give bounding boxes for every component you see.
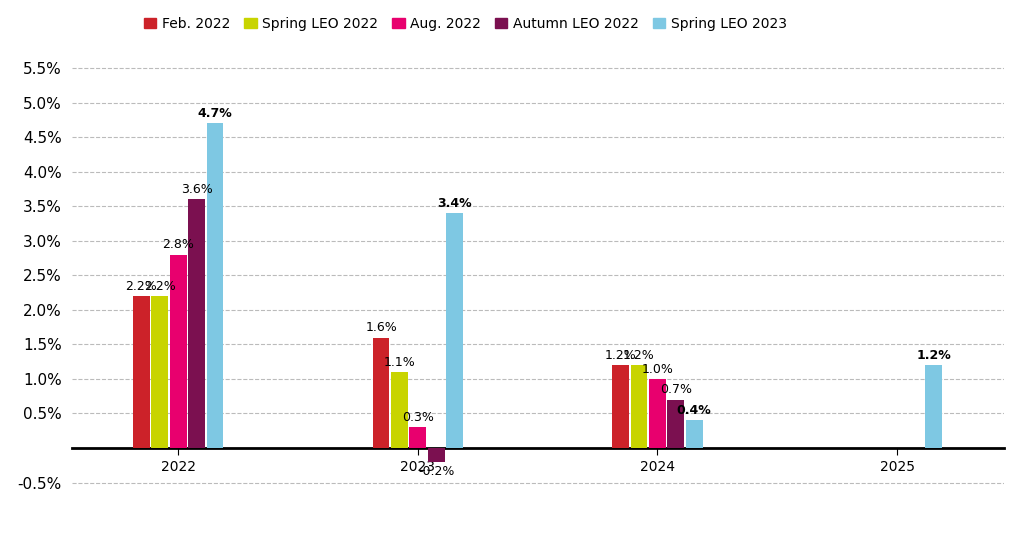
Bar (631, 365, 647, 448)
Bar (188, 199, 205, 448)
Text: 1.0%: 1.0% (641, 362, 674, 375)
Text: 3.4%: 3.4% (437, 197, 472, 210)
Bar (391, 372, 408, 448)
Bar (410, 427, 426, 448)
Text: 3.6%: 3.6% (180, 183, 212, 196)
Bar (446, 213, 463, 448)
Text: 0.3%: 0.3% (401, 411, 434, 424)
Text: 1.2%: 1.2% (605, 349, 637, 362)
Bar (373, 338, 389, 448)
Text: 1.2%: 1.2% (624, 349, 655, 362)
Bar (207, 124, 223, 448)
Text: -0.2%: -0.2% (418, 465, 455, 478)
Bar (428, 448, 444, 462)
Text: 1.1%: 1.1% (384, 356, 416, 369)
Text: 0.7%: 0.7% (659, 383, 692, 396)
Text: 0.4%: 0.4% (677, 404, 712, 417)
Bar (133, 296, 150, 448)
Bar (668, 400, 684, 448)
Text: 2.8%: 2.8% (162, 238, 195, 251)
Text: 1.6%: 1.6% (366, 321, 397, 334)
Bar (686, 421, 702, 448)
Bar (170, 255, 186, 448)
Text: 1.2%: 1.2% (916, 349, 951, 362)
Text: 2.2%: 2.2% (144, 280, 176, 293)
Bar (926, 365, 942, 448)
Text: 2.2%: 2.2% (126, 280, 158, 293)
Text: 4.7%: 4.7% (198, 107, 232, 120)
Bar (612, 365, 629, 448)
Legend: Feb. 2022, Spring LEO 2022, Aug. 2022, Autumn LEO 2022, Spring LEO 2023: Feb. 2022, Spring LEO 2022, Aug. 2022, A… (143, 17, 786, 31)
Bar (649, 379, 666, 448)
Bar (152, 296, 168, 448)
